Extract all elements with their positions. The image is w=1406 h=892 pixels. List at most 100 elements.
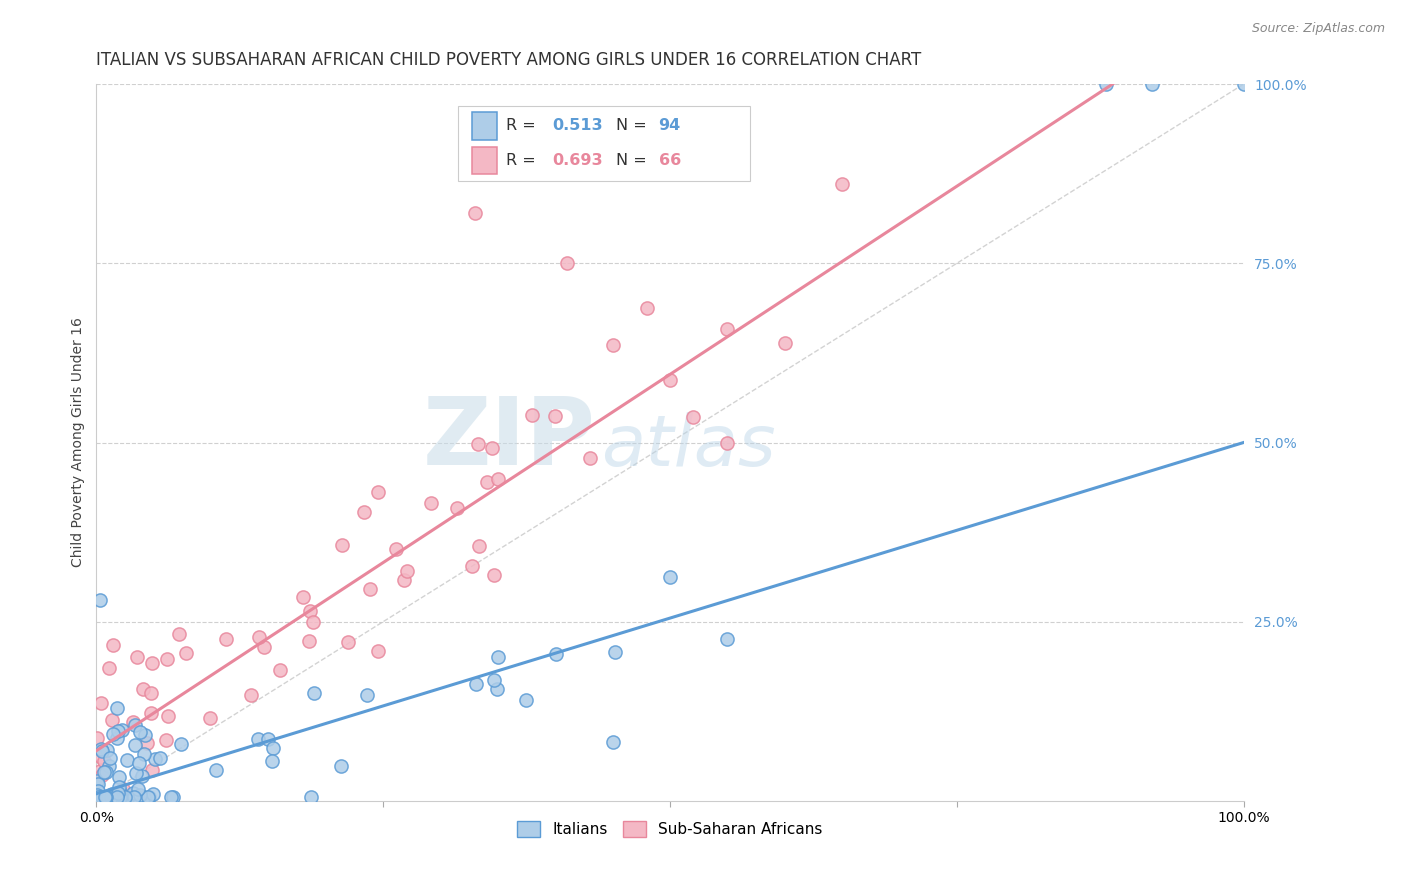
Point	[392, 574, 415, 588]
Point	[155, 733, 177, 747]
Point	[330, 538, 353, 552]
Point	[716, 322, 738, 336]
Point	[89, 593, 111, 607]
Point	[359, 582, 381, 596]
Point	[134, 747, 156, 761]
Point	[98, 790, 121, 805]
Point	[174, 646, 197, 660]
Point	[468, 539, 491, 553]
Point	[86, 788, 108, 802]
Point	[356, 688, 378, 702]
Point	[141, 763, 163, 777]
Point	[100, 788, 122, 802]
Point	[385, 541, 408, 556]
Text: ZIP: ZIP	[423, 392, 595, 485]
Point	[465, 677, 488, 691]
Point	[602, 735, 624, 749]
Point	[659, 570, 682, 584]
Point	[94, 790, 117, 805]
Point	[253, 640, 276, 655]
Bar	[471, 147, 496, 174]
Point	[122, 786, 145, 800]
Point	[262, 741, 284, 756]
Point	[90, 750, 112, 764]
Point	[269, 663, 291, 677]
Point	[94, 790, 117, 805]
Point	[522, 409, 544, 423]
Text: atlas: atlas	[602, 411, 776, 481]
Point	[156, 652, 179, 666]
Point	[302, 686, 325, 700]
Point	[602, 338, 624, 352]
Point	[336, 634, 359, 648]
Point	[108, 770, 131, 784]
Point	[461, 558, 484, 573]
Point	[603, 645, 626, 659]
Point	[486, 471, 509, 485]
Point	[239, 688, 262, 702]
Point	[122, 714, 145, 729]
Point	[134, 790, 156, 805]
Point	[96, 790, 118, 805]
Point	[132, 681, 155, 696]
Point	[156, 709, 179, 723]
Point	[659, 373, 682, 387]
Text: 0.693: 0.693	[551, 153, 602, 168]
Point	[136, 736, 159, 750]
Y-axis label: Child Poverty Among Girls Under 16: Child Poverty Among Girls Under 16	[72, 318, 86, 567]
Point	[141, 656, 163, 670]
Point	[138, 790, 160, 805]
Point	[97, 790, 120, 805]
Text: ITALIAN VS SUBSAHARAN AFRICAN CHILD POVERTY AMONG GIRLS UNDER 16 CORRELATION CHA: ITALIAN VS SUBSAHARAN AFRICAN CHILD POVE…	[97, 51, 921, 69]
Point	[108, 790, 131, 805]
Point	[139, 706, 162, 720]
Point	[169, 627, 191, 641]
Point	[247, 630, 270, 644]
Point	[260, 754, 283, 768]
Point	[420, 496, 443, 510]
Point	[831, 177, 853, 191]
Point	[484, 673, 506, 688]
Point	[170, 737, 193, 751]
Point	[90, 768, 112, 782]
Point	[162, 790, 184, 805]
Point	[367, 643, 389, 657]
Point	[98, 660, 121, 674]
Point	[353, 505, 375, 519]
Text: 0.513: 0.513	[551, 119, 602, 134]
Point	[143, 752, 166, 766]
Point	[98, 759, 121, 773]
Point	[298, 633, 321, 648]
Point	[112, 782, 135, 797]
Point	[136, 790, 159, 805]
Point	[87, 777, 110, 791]
Point	[86, 774, 108, 789]
Point	[299, 790, 322, 805]
Point	[107, 780, 129, 794]
Point	[103, 790, 125, 805]
Point	[98, 790, 121, 805]
Point	[1232, 77, 1254, 91]
Point	[97, 790, 120, 805]
Point	[97, 790, 120, 805]
Text: Source: ZipAtlas.com: Source: ZipAtlas.com	[1251, 22, 1385, 36]
Point	[446, 500, 468, 515]
Point	[246, 731, 269, 746]
Point	[110, 790, 132, 805]
Point	[682, 409, 704, 424]
Point	[578, 450, 600, 465]
Point	[481, 441, 503, 455]
Point	[86, 790, 108, 805]
Point	[100, 790, 122, 805]
Point	[1095, 77, 1118, 91]
Point	[91, 790, 114, 805]
Point	[107, 723, 129, 738]
Point	[91, 790, 114, 805]
Point	[1140, 77, 1163, 91]
Text: N =: N =	[616, 119, 652, 134]
Point	[257, 732, 280, 747]
Point	[486, 682, 509, 697]
Legend: Italians, Sub-Saharan Africans: Italians, Sub-Saharan Africans	[512, 815, 828, 844]
Point	[97, 790, 120, 805]
Point	[773, 336, 796, 351]
